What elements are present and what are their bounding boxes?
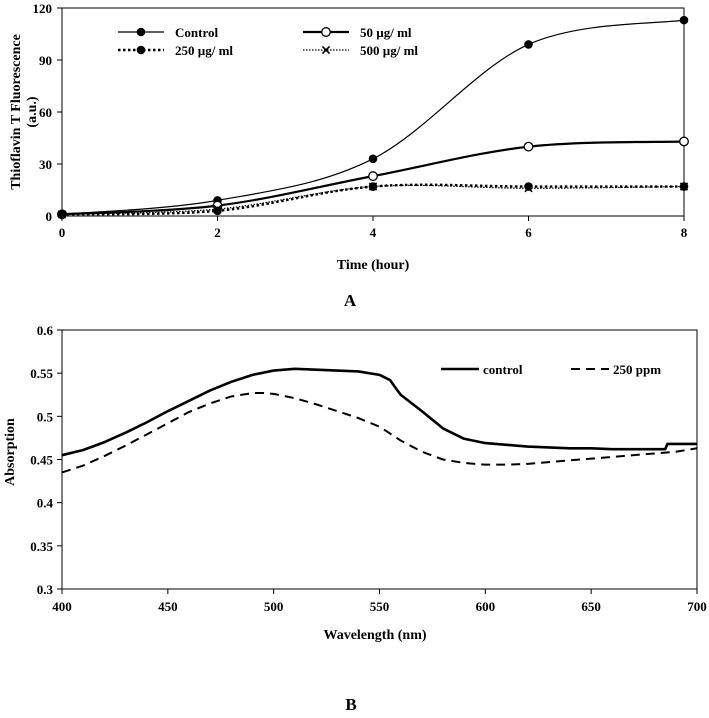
data-point: [213, 206, 222, 216]
data-point: [57, 210, 67, 219]
data-point: [213, 204, 222, 214]
y-tick-label: 0.5: [37, 409, 54, 424]
y-axis-label: Absorption: [3, 418, 18, 486]
y-tick-label: 0.6: [37, 323, 54, 338]
x-axis-label: Time (hour): [337, 258, 410, 273]
data-point: [368, 182, 378, 191]
y-tick-label: 120: [33, 1, 53, 16]
x-tick-label: 400: [52, 599, 72, 614]
x-tick-label: 600: [476, 599, 496, 614]
x-tick-label: 0: [59, 225, 66, 240]
data-point: [368, 171, 378, 182]
y-tick-label: 30: [39, 157, 52, 172]
legend-label: control: [483, 362, 523, 377]
series-line: [61, 183, 684, 216]
data-point: [524, 40, 533, 49]
x-tick-label: 8: [681, 225, 688, 240]
x-tick-label: 2: [214, 225, 221, 240]
y-tick-label: 90: [39, 53, 52, 68]
legend-marker: [321, 45, 331, 55]
x-tick-label: 700: [687, 599, 707, 614]
data-point: [368, 154, 378, 164]
data-point: [524, 184, 533, 193]
chart-a: 0 2 4 6 8 0 30 60 90 120 Time (hour) Thioflavin T F…: [9, 1, 689, 310]
y-tick-label: 0.55: [30, 366, 53, 381]
data-point: [679, 182, 689, 191]
y-axis-unit: (a.u.): [25, 96, 40, 127]
y-tick-label: 0.35: [30, 539, 53, 554]
legend-label: Control: [175, 25, 218, 40]
y-tick-label: 0.4: [37, 496, 54, 511]
series-line: [61, 367, 697, 457]
x-tick-label: 550: [370, 599, 390, 614]
data-point: [679, 136, 689, 147]
x-tick-label: 650: [581, 599, 601, 614]
legend-label: 50 µg/ ml: [360, 25, 412, 40]
legend-label: 500 µg/ ml: [360, 43, 418, 58]
legend-marker: [136, 45, 146, 55]
panel-label-a: A: [344, 291, 357, 310]
y-tick-label: 0: [46, 209, 53, 224]
series-line: [61, 392, 698, 474]
y-tick-label: 60: [39, 105, 52, 120]
x-axis-label: Wavelength (nm): [323, 628, 426, 643]
data-point: [523, 141, 534, 152]
x-tick-label: 500: [264, 599, 284, 614]
panel-label-b: B: [345, 695, 356, 714]
legend-label: 250 µg/ ml: [175, 43, 233, 58]
x-tick-label: 4: [370, 225, 377, 240]
legend-label: 250 ppm: [613, 362, 661, 377]
y-tick-label: 0.45: [30, 453, 53, 468]
y-axis-label: Thioflavin T Fluorescence: [9, 34, 24, 190]
data-point: [524, 182, 533, 191]
y-tick-label: 0.3: [37, 582, 54, 597]
data-point: [679, 15, 689, 25]
legend-marker: [321, 27, 331, 37]
x-tick-label: 450: [158, 599, 178, 614]
x-tick-label: 6: [525, 225, 532, 240]
legend-marker: [136, 27, 146, 37]
chart-b: 400 450 500 550 600 650 700 0.3 0.35 0.4 0.45 0.5 0.…: [3, 323, 707, 714]
